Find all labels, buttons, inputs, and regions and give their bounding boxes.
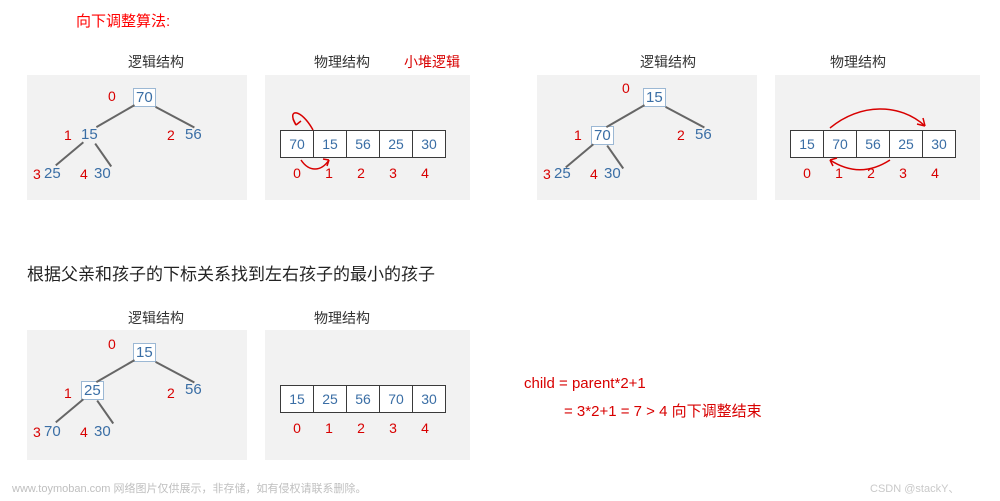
heading-physical-2: 物理结构 xyxy=(830,52,886,72)
d2-swap-arrows xyxy=(820,98,970,188)
d1-i4: 4 xyxy=(80,166,88,182)
d1-ai-3: 3 xyxy=(377,165,409,181)
d3-ai-2: 2 xyxy=(345,420,377,436)
d3-array: 15 25 56 70 30 xyxy=(281,385,446,413)
watermark-right: CSDN @stackY、 xyxy=(870,480,959,496)
d3-ai-4: 4 xyxy=(409,420,441,436)
d3-ai-3: 3 xyxy=(377,420,409,436)
d3-i0: 0 xyxy=(108,336,116,352)
d3-i4: 4 xyxy=(80,424,88,440)
d3-i3: 3 xyxy=(33,424,41,440)
d3-node-4: 30 xyxy=(94,423,111,440)
d1-swap-arrows xyxy=(281,100,381,180)
d1-node-root: 70 xyxy=(133,88,156,107)
d3-cell-3: 70 xyxy=(379,385,413,413)
d1-i3: 3 xyxy=(33,166,41,182)
d3-ai-0: 0 xyxy=(281,420,313,436)
d3-node-root: 15 xyxy=(133,343,156,362)
d1-i0: 0 xyxy=(108,88,116,104)
d3-array-idx: 0 1 2 3 4 xyxy=(281,420,441,436)
d2-i1: 1 xyxy=(574,127,582,143)
d3-cell-1: 25 xyxy=(313,385,347,413)
d2-node-3: 25 xyxy=(554,165,571,182)
heading-logical-1: 逻辑结构 xyxy=(128,52,184,72)
d1-cell-4: 30 xyxy=(412,130,446,158)
heading-logical-3: 逻辑结构 xyxy=(128,308,184,328)
d3-cell-2: 56 xyxy=(346,385,380,413)
d2-i4: 4 xyxy=(590,166,598,182)
d3-i1: 1 xyxy=(64,385,72,401)
d3-cell-4: 30 xyxy=(412,385,446,413)
heading-logical-2: 逻辑结构 xyxy=(640,52,696,72)
heading-physical-1: 物理结构 xyxy=(314,52,370,72)
d1-cell-3: 25 xyxy=(379,130,413,158)
d3-node-3: 70 xyxy=(44,423,61,440)
d2-node-root: 15 xyxy=(643,88,666,107)
d2-ai-0: 0 xyxy=(791,165,823,181)
d1-node-1: 15 xyxy=(81,126,98,143)
d2-i2: 2 xyxy=(677,127,685,143)
d2-cell-0: 15 xyxy=(790,130,824,158)
d1-i1: 1 xyxy=(64,127,72,143)
page-title: 向下调整算法: xyxy=(76,10,170,31)
d3-node-2: 56 xyxy=(185,381,202,398)
body-text: 根据父亲和孩子的下标关系找到左右孩子的最小的孩子 xyxy=(27,260,435,285)
d2-i0: 0 xyxy=(622,80,630,96)
d3-i2: 2 xyxy=(167,385,175,401)
d1-ai-4: 4 xyxy=(409,165,441,181)
d1-i2: 2 xyxy=(167,127,175,143)
label-small-heap: 小堆逻辑 xyxy=(404,52,460,72)
d2-node-2: 56 xyxy=(695,126,712,143)
formula-1: child = parent*2+1 xyxy=(524,375,646,392)
d1-node-4: 30 xyxy=(94,165,111,182)
d1-node-3: 25 xyxy=(44,165,61,182)
d3-node-1: 25 xyxy=(81,381,104,400)
heading-physical-3: 物理结构 xyxy=(314,308,370,328)
watermark-left: www.toymoban.com 网络图片仅供展示，非存储，如有侵权请联系删除。 xyxy=(12,480,366,496)
d3-cell-0: 15 xyxy=(280,385,314,413)
d2-node-4: 30 xyxy=(604,165,621,182)
formula-2: = 3*2+1 = 7 > 4 向下调整结束 xyxy=(564,400,762,421)
d3-ai-1: 1 xyxy=(313,420,345,436)
d2-node-1: 70 xyxy=(591,126,614,145)
d1-node-2: 56 xyxy=(185,126,202,143)
d2-i3: 3 xyxy=(543,166,551,182)
